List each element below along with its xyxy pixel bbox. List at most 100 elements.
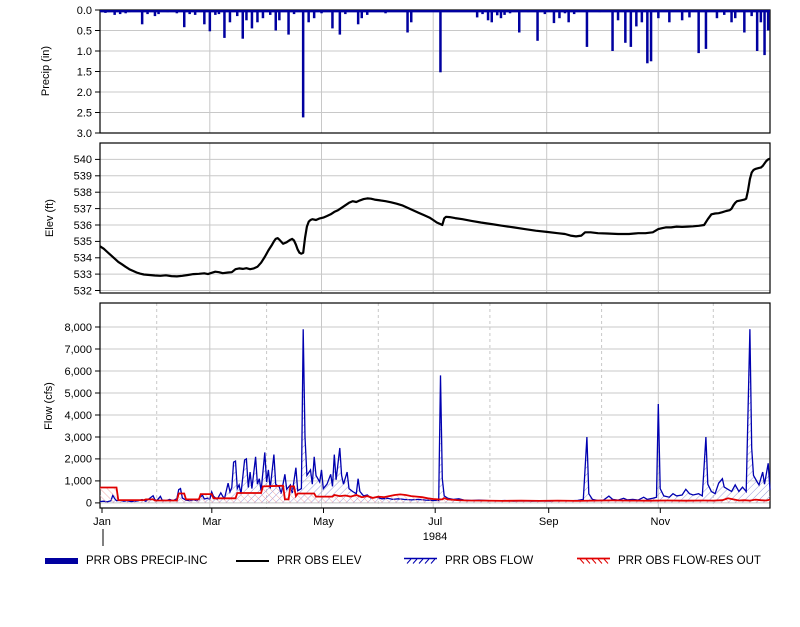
- precip-bar: [715, 10, 719, 19]
- precip-bar: [124, 10, 127, 14]
- precip-bar: [635, 10, 638, 27]
- y-tick-label: 1.5: [77, 66, 92, 78]
- precip-bar: [107, 10, 111, 13]
- precip-bar: [755, 10, 759, 51]
- x-axis-year-label: 1984: [422, 531, 448, 543]
- precip-bar: [256, 10, 259, 23]
- y-tick-label: 539: [74, 171, 92, 183]
- y-tick-label: 5,000: [64, 388, 92, 400]
- precip-bar: [646, 10, 649, 64]
- precip-bar: [503, 10, 506, 15]
- precip-bar: [261, 10, 265, 19]
- precip-bar: [183, 10, 186, 28]
- precip-bar: [734, 10, 737, 19]
- precip-bar: [128, 10, 131, 13]
- legend-label-flow: PRR OBS FLOW: [445, 555, 534, 567]
- precip-bar: [166, 10, 169, 13]
- prr-obs-flow-area: [100, 329, 770, 503]
- y-tick-label: 0.5: [77, 25, 92, 37]
- precip-bar: [730, 10, 733, 23]
- x-tick-label: Jul: [428, 516, 442, 528]
- precip-bar: [536, 10, 539, 41]
- precip-bar: [481, 10, 484, 15]
- precip-bar: [743, 10, 746, 33]
- precip-axis-title: Precip (in): [40, 45, 52, 97]
- precip-bar: [766, 10, 770, 31]
- precip-bar: [208, 10, 212, 32]
- precip-bar: [490, 10, 493, 23]
- precip-bar: [508, 10, 512, 14]
- elev-panel-border: [99, 142, 771, 294]
- precip-bar: [113, 10, 116, 15]
- precip-bar: [118, 10, 122, 15]
- precip-bar: [338, 10, 342, 35]
- x-tick-label: Mar: [202, 516, 221, 528]
- y-tick-label: 7,000: [64, 344, 92, 356]
- y-tick-label: 534: [74, 253, 92, 265]
- y-tick-label: 3.0: [77, 128, 92, 140]
- precip-bar: [527, 10, 530, 13]
- precip-bar: [543, 10, 547, 15]
- precip-bar: [585, 10, 589, 47]
- precip-bar: [624, 10, 627, 43]
- precip-bar: [250, 10, 254, 29]
- precip-bar: [657, 10, 660, 19]
- elev-line: [99, 157, 771, 278]
- precip-bar: [499, 10, 503, 19]
- y-tick-label: 1,000: [64, 476, 92, 488]
- prr-obs-flow-res-out-area: [100, 485, 770, 503]
- precip-bar: [223, 10, 226, 38]
- precip-swatch-icon: [45, 558, 78, 564]
- precip-bar: [763, 10, 766, 56]
- y-tick-label: 0: [86, 498, 92, 510]
- precip-bar: [598, 10, 601, 13]
- y-tick-label: 6,000: [64, 366, 92, 378]
- y-tick-label: 1.0: [77, 46, 92, 58]
- y-tick-label: 2,000: [64, 454, 92, 466]
- legend-item-elev: PRR OBS ELEV: [236, 555, 361, 567]
- precip-bar: [410, 10, 413, 23]
- precip-bar: [688, 10, 691, 18]
- precip-bar: [331, 10, 334, 29]
- precip-bar: [312, 10, 316, 19]
- precip-bar: [199, 10, 202, 13]
- precip-bar: [245, 10, 248, 21]
- legend-item-precip: PRR OBS PRECIP-INC: [45, 555, 207, 567]
- legend-label-precip: PRR OBS PRECIP-INC: [86, 555, 208, 567]
- legend: PRR OBS PRECIP-INC PRR OBS ELEV PRR OBS …: [0, 553, 800, 577]
- precip-bar: [475, 10, 479, 18]
- precip-bar: [157, 10, 160, 15]
- precip-bar: [241, 10, 244, 39]
- precip-bar: [640, 10, 644, 23]
- precip-bar: [104, 10, 107, 13]
- elev-swatch-icon: [236, 560, 269, 562]
- legend-label-elev: PRR OBS ELEV: [277, 555, 362, 567]
- precip-bar: [552, 10, 556, 24]
- y-tick-label: 540: [74, 154, 92, 166]
- y-tick-label: 0.0: [77, 5, 92, 17]
- chart-area[interactable]: 0.0 0.5 1.0 1.5 2.0 2.5 3.0 532 533 534 535 536 537 5…: [0, 0, 800, 550]
- precip-bar: [320, 10, 323, 14]
- prr-obs-flow-res-out-line: [100, 484, 771, 502]
- precip-bar: [344, 10, 347, 15]
- precip-bar: [611, 10, 614, 51]
- precip-bar: [563, 10, 567, 14]
- precip-bar: [518, 10, 521, 33]
- precip-bar: [193, 10, 197, 15]
- precip-bar: [486, 10, 490, 21]
- flow-axis-title: Flow (cfs): [43, 382, 55, 430]
- y-tick-label: 538: [74, 187, 92, 199]
- precip-bar: [723, 10, 726, 15]
- flow-panel-border: [99, 302, 771, 509]
- flow-swatch-icon: [404, 557, 437, 564]
- precip-bar: [649, 10, 653, 62]
- precip-bar: [759, 10, 763, 23]
- elev-axis-title: Elev (ft): [44, 199, 56, 237]
- precip-bar: [307, 10, 310, 23]
- precip-bar: [203, 10, 206, 25]
- precip-bar: [278, 10, 281, 21]
- legend-label-resout: PRR OBS FLOW-RES OUT: [618, 555, 761, 567]
- precip-bar: [567, 10, 570, 23]
- precip-bar: [228, 10, 232, 23]
- precip-bar: [668, 10, 671, 23]
